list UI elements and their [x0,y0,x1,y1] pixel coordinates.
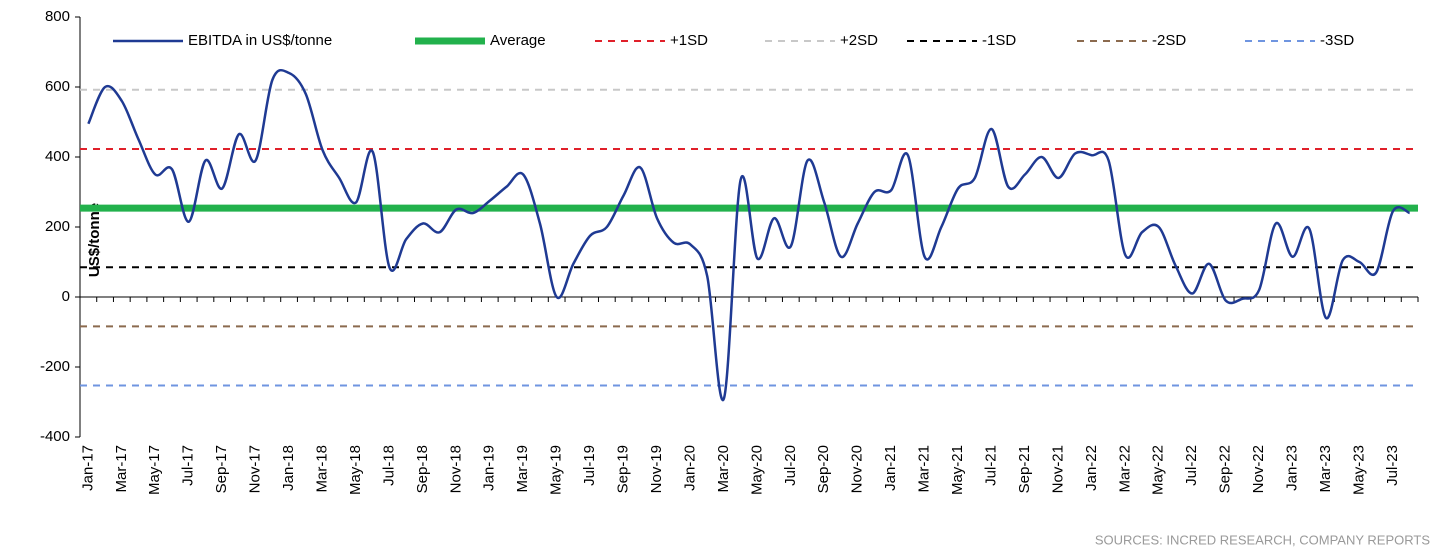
source: SOURCES: INCRED RESEARCH, COMPANY REPORT… [1095,532,1430,547]
y-tick-label: 0 [62,288,70,305]
x-tick-label: Sep-19 [615,445,632,493]
x-tick-label: May-18 [347,445,364,495]
y-axis-label: US$/tonne [86,203,103,277]
x-tick-label: Sep-17 [213,445,230,493]
x-tick-label: Jul-21 [982,445,999,486]
x-tick-label: Jan-17 [79,445,96,491]
x-tick-label: Jul-17 [180,445,197,486]
x-tick-label: May-22 [1150,445,1167,495]
y-tick-label: 800 [45,8,70,25]
x-tick-label: Jul-20 [782,445,799,486]
legend-label: -2SD [1152,32,1186,49]
y-tick-label: -400 [40,428,70,445]
x-tick-label: Mar-19 [514,445,531,493]
legend-label: EBITDA in US$/tonne [188,32,332,49]
x-tick-label: Jan-19 [481,445,498,491]
x-tick-label: Jul-22 [1183,445,1200,486]
x-tick-label: Mar-21 [916,445,933,493]
x-tick-label: Jul-19 [581,445,598,486]
x-tick-label: Mar-20 [715,445,732,493]
x-tick-label: Mar-22 [1116,445,1133,493]
x-tick-label: Sep-20 [815,445,832,493]
x-tick-label: Mar-23 [1317,445,1334,493]
y-tick-label: 200 [45,218,70,235]
x-tick-label: Nov-17 [247,445,264,493]
x-tick-label: Nov-20 [849,445,866,493]
y-tick-label: 600 [45,78,70,95]
x-tick-label: May-23 [1350,445,1367,495]
x-tick-label: Jan-18 [280,445,297,491]
x-tick-label: Mar-17 [113,445,130,493]
x-tick-label: Jan-22 [1083,445,1100,491]
legend-label: -1SD [982,32,1016,49]
x-tick-label: May-21 [949,445,966,495]
legend-bg [105,26,1345,56]
x-tick-label: Jan-20 [681,445,698,491]
x-tick-label: Nov-18 [447,445,464,493]
legend-label: +2SD [840,32,878,49]
legend-label: +1SD [670,32,708,49]
legend-label: Average [490,32,546,49]
x-tick-label: Jul-18 [380,445,397,486]
x-tick-label: Nov-22 [1250,445,1267,493]
x-tick-label: Jan-23 [1284,445,1301,491]
x-tick-label: Nov-19 [648,445,665,493]
x-tick-label: Sep-18 [414,445,431,493]
x-tick-label: May-17 [146,445,163,495]
legend-label: -3SD [1320,32,1354,49]
x-tick-label: May-20 [748,445,765,495]
y-tick-label: -200 [40,358,70,375]
x-tick-label: Sep-22 [1217,445,1234,493]
data-line [87,68,1411,402]
x-tick-label: Nov-21 [1049,445,1066,493]
x-tick-label: Mar-18 [313,445,330,493]
x-tick-label: Jan-21 [882,445,899,491]
y-tick-label: 400 [45,148,70,165]
x-tick-label: Sep-21 [1016,445,1033,493]
x-tick-label: Jul-23 [1384,445,1401,486]
x-tick-label: May-19 [548,445,565,495]
